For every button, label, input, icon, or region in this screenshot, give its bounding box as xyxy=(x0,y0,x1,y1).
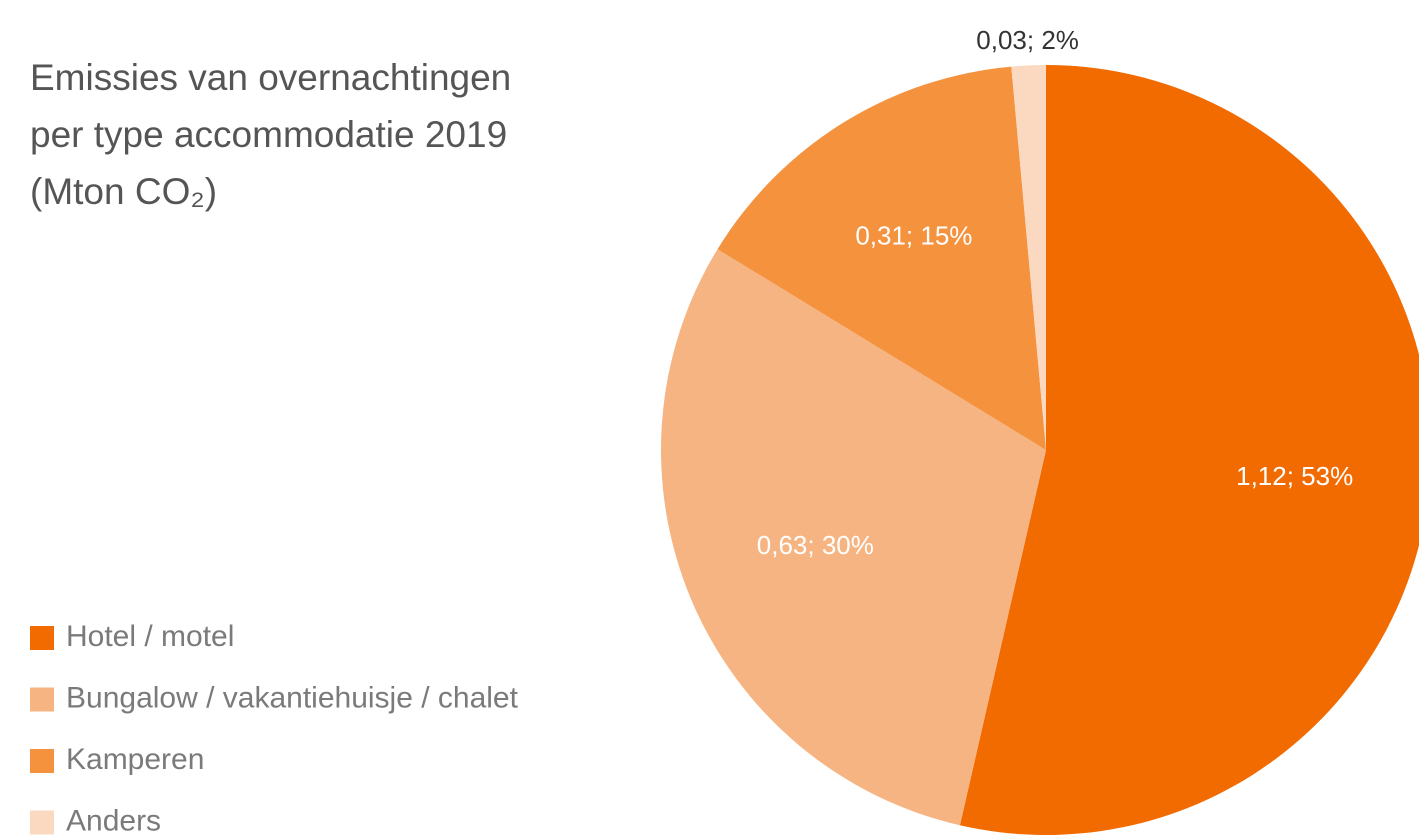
chart-title: Emissies van overnachtingen xyxy=(30,57,511,98)
legend-label: Bungalow / vakantiehuisje / chalet xyxy=(66,681,519,714)
data-label: 1,12; 53% xyxy=(1236,461,1353,491)
data-label: 0,63; 30% xyxy=(757,530,874,560)
pie-slice xyxy=(717,66,1046,450)
legend-label: Hotel / motel xyxy=(66,620,234,653)
legend-swatch xyxy=(30,749,54,773)
data-label: 0,03; 2% xyxy=(976,25,1079,55)
legend-label: Kamperen xyxy=(66,743,204,776)
legend-swatch xyxy=(30,810,54,835)
legend-swatch xyxy=(30,687,54,712)
chart-title: per type accommodatie 2019 xyxy=(30,114,507,155)
pie-slice xyxy=(1011,65,1046,450)
legend-swatch xyxy=(30,626,54,650)
pie-slice xyxy=(660,249,1046,826)
legend-label: Anders xyxy=(66,804,161,837)
data-label: 0,31; 15% xyxy=(855,220,972,250)
pie-slice xyxy=(959,65,1419,835)
chart-title: (Mton CO₂) xyxy=(30,171,217,212)
